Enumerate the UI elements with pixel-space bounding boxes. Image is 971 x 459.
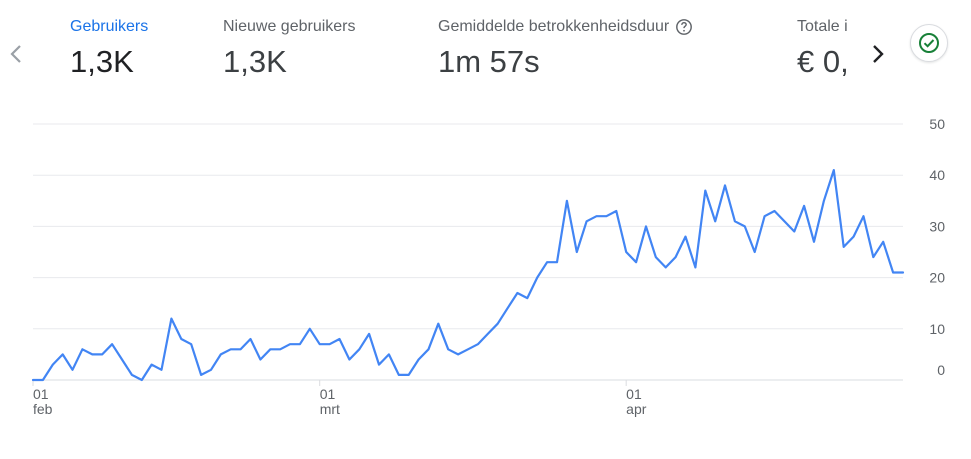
status-check-button[interactable]	[910, 24, 948, 62]
metric-label: Gebruikers	[70, 18, 149, 35]
y-tick-label: 10	[929, 321, 945, 337]
help-circle-icon[interactable]	[675, 18, 693, 36]
metric-card-engagement-time[interactable]: Gemiddelde betrokkenheidsduur 1m 57s	[438, 18, 693, 80]
metric-label: Gemiddelde betrokkenheidsduur	[438, 18, 670, 35]
metric-card-total-revenue[interactable]: Totale i € 0,	[797, 18, 855, 80]
x-tick-day: 01	[320, 386, 336, 402]
chevron-left-icon	[10, 45, 21, 63]
metric-label: Totale i	[797, 18, 848, 35]
metric-value: 1m 57s	[438, 44, 540, 79]
series-line-users	[31, 169, 905, 382]
next-metric-button[interactable]	[866, 36, 890, 72]
metric-label: Nieuwe gebruikers	[223, 18, 356, 35]
y-tick-label: 20	[929, 270, 945, 286]
y-tick-label: 0	[937, 362, 945, 378]
check-circle-icon	[919, 33, 939, 53]
x-tick-day: 01	[33, 386, 49, 402]
metric-value: 1,3K	[223, 44, 287, 79]
previous-metric-button[interactable]	[4, 36, 28, 72]
metric-card-users[interactable]: Gebruikers 1,3K	[70, 18, 148, 80]
x-tick-month: apr	[626, 401, 647, 417]
metric-value: 1,3K	[70, 44, 134, 79]
x-tick-month: mrt	[320, 401, 340, 417]
metric-value: € 0,	[797, 44, 849, 79]
x-tick-month: feb	[33, 401, 53, 417]
y-tick-label: 50	[929, 116, 945, 132]
y-tick-label: 40	[929, 167, 945, 183]
chevron-right-icon	[873, 45, 884, 63]
y-tick-label: 30	[929, 218, 945, 234]
metric-card-new-users[interactable]: Nieuwe gebruikers 1,3K	[223, 18, 356, 80]
x-tick-day: 01	[626, 386, 642, 402]
